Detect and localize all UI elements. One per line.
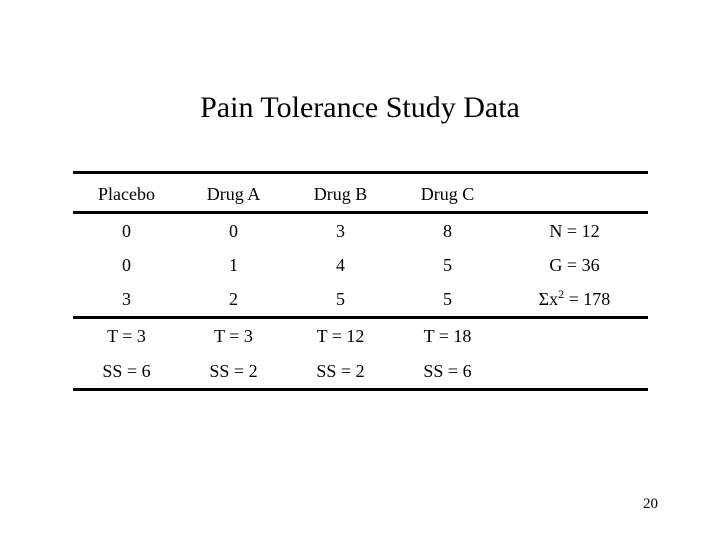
- table-cell: 2: [229, 288, 238, 309]
- table-cell: 1: [229, 254, 238, 275]
- table-cell: 4: [336, 254, 345, 275]
- table-cell: 8: [443, 220, 452, 241]
- ss-cell: SS = 2: [316, 360, 365, 381]
- table-header-row: Placebo Drug A Drug B Drug C: [73, 172, 648, 213]
- table-cell: 5: [336, 288, 345, 309]
- column-header-drug-b: Drug B: [313, 183, 368, 204]
- stat-n-value: N = 12: [549, 220, 600, 241]
- total-t-cell: T = 18: [423, 326, 472, 346]
- ss-cell: SS = 6: [102, 360, 151, 381]
- table-cell: 3: [122, 288, 131, 309]
- table-cell: 0: [122, 254, 131, 275]
- total-t-cell: T = 3: [107, 326, 146, 346]
- table-row-totals: T = 3 T = 3 T = 12 T = 18: [73, 317, 648, 355]
- table-row: 0 1 4 5 G = 36: [73, 248, 648, 282]
- column-header-drug-a: Drug A: [206, 183, 261, 204]
- ss-cell: SS = 2: [209, 360, 258, 381]
- data-table: Placebo Drug A Drug B Drug C 0 0 3 8 N =…: [73, 171, 648, 391]
- table-row-ss: SS = 6 SS = 2 SS = 2 SS = 6: [73, 354, 648, 390]
- table-cell: 0: [229, 220, 238, 241]
- table-cell: 0: [122, 220, 131, 241]
- sigma-x-suffix: = 178: [564, 288, 611, 309]
- sigma-x-prefix: Σx: [538, 288, 559, 309]
- column-header-placebo: Placebo: [98, 183, 155, 204]
- total-t-cell: T = 12: [316, 326, 365, 346]
- total-t-cell: T = 3: [214, 326, 253, 346]
- stat-g-value: G = 36: [549, 254, 600, 275]
- total-t-empty-cell: [501, 318, 648, 355]
- column-header-drug-c: Drug C: [420, 183, 475, 204]
- table-cell: 5: [443, 288, 452, 309]
- page-number: 20: [643, 496, 658, 512]
- table-row: 3 2 5 5 Σx2 = 178: [73, 282, 648, 318]
- slide-title: Pain Tolerance Study Data: [200, 91, 520, 124]
- table-cell: 5: [443, 254, 452, 275]
- sigma-x-exponent: 2: [558, 286, 565, 301]
- table-row: 0 0 3 8 N = 12: [73, 213, 648, 249]
- stat-sum-x-squared: Σx2 = 178: [501, 282, 648, 318]
- table-cell: 3: [336, 220, 345, 241]
- ss-cell: SS = 6: [423, 360, 472, 381]
- column-header-empty: [501, 173, 648, 213]
- ss-empty-cell: [501, 354, 648, 390]
